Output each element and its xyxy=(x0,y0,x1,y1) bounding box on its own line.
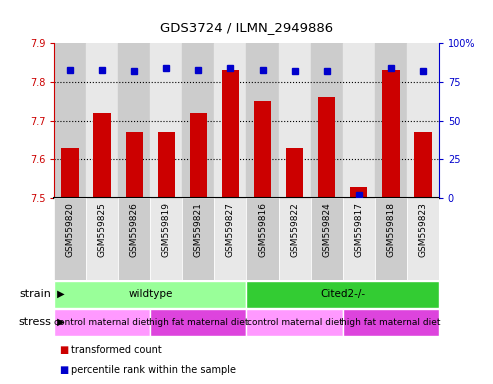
Bar xyxy=(54,198,86,280)
Bar xyxy=(286,148,303,198)
Text: GSM559817: GSM559817 xyxy=(354,202,363,257)
Bar xyxy=(182,43,214,198)
Text: GDS3724 / ILMN_2949886: GDS3724 / ILMN_2949886 xyxy=(160,21,333,34)
Text: stress: stress xyxy=(19,317,52,327)
Text: ▶: ▶ xyxy=(54,317,65,327)
Bar xyxy=(246,198,279,280)
Bar xyxy=(343,198,375,280)
Text: Cited2-/-: Cited2-/- xyxy=(320,289,365,299)
Text: ■: ■ xyxy=(59,345,69,355)
Text: GSM559816: GSM559816 xyxy=(258,202,267,257)
Bar xyxy=(343,309,439,336)
Text: transformed count: transformed count xyxy=(71,345,162,355)
Bar xyxy=(62,148,79,198)
Bar xyxy=(311,198,343,280)
Bar xyxy=(318,98,335,198)
Bar xyxy=(94,113,111,198)
Text: high fat maternal diet: high fat maternal diet xyxy=(149,318,248,327)
Bar xyxy=(182,198,214,280)
Bar xyxy=(86,43,118,198)
Text: GSM559824: GSM559824 xyxy=(322,202,331,257)
Text: strain: strain xyxy=(20,289,52,299)
Bar xyxy=(311,43,343,198)
Text: GSM559819: GSM559819 xyxy=(162,202,171,257)
Bar xyxy=(150,309,246,336)
Bar xyxy=(279,43,311,198)
Bar xyxy=(350,187,367,198)
Bar xyxy=(54,43,86,198)
Bar xyxy=(86,198,118,280)
Bar xyxy=(375,43,407,198)
Bar xyxy=(246,281,439,308)
Bar xyxy=(375,198,407,280)
Bar xyxy=(118,43,150,198)
Bar xyxy=(214,43,246,198)
Text: percentile rank within the sample: percentile rank within the sample xyxy=(71,365,237,375)
Bar xyxy=(214,198,246,280)
Text: GSM559821: GSM559821 xyxy=(194,202,203,257)
Bar xyxy=(254,101,271,198)
Bar xyxy=(150,43,182,198)
Bar xyxy=(222,70,239,198)
Text: wildtype: wildtype xyxy=(128,289,173,299)
Text: ▶: ▶ xyxy=(54,289,65,299)
Text: GSM559820: GSM559820 xyxy=(66,202,75,257)
Bar xyxy=(246,43,279,198)
Text: GSM559818: GSM559818 xyxy=(386,202,395,257)
Bar xyxy=(118,198,150,280)
Bar xyxy=(343,43,375,198)
Text: GSM559822: GSM559822 xyxy=(290,202,299,257)
Bar xyxy=(246,309,343,336)
Text: control maternal diet: control maternal diet xyxy=(246,318,343,327)
Bar xyxy=(150,198,182,280)
Bar xyxy=(126,132,143,198)
Text: high fat maternal diet: high fat maternal diet xyxy=(341,318,440,327)
Bar xyxy=(190,113,207,198)
Bar xyxy=(407,198,439,280)
Text: GSM559826: GSM559826 xyxy=(130,202,139,257)
Text: control maternal diet: control maternal diet xyxy=(54,318,150,327)
Bar xyxy=(158,132,175,198)
Bar xyxy=(407,43,439,198)
Bar xyxy=(382,70,399,198)
Text: GSM559827: GSM559827 xyxy=(226,202,235,257)
Text: GSM559823: GSM559823 xyxy=(418,202,427,257)
Text: ■: ■ xyxy=(59,365,69,375)
Bar xyxy=(414,132,431,198)
Text: GSM559825: GSM559825 xyxy=(98,202,107,257)
Bar xyxy=(54,281,246,308)
Bar xyxy=(279,198,311,280)
Bar xyxy=(54,309,150,336)
